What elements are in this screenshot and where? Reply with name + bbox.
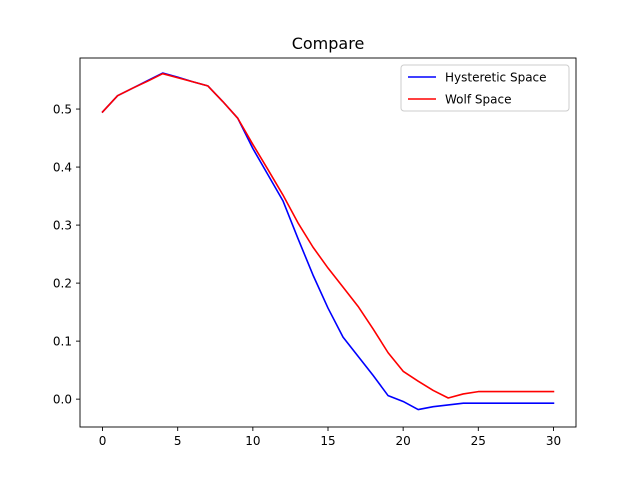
y-tick-label: 0.1	[53, 335, 72, 349]
y-tick-label: 0.5	[53, 103, 72, 117]
series-line-2	[101, 72, 555, 399]
series-layer	[101, 72, 555, 411]
x-axis: 0 5 10 15 20 25 30	[99, 427, 561, 448]
x-tick-label: 25	[471, 434, 486, 448]
legend-label-1: Hysteretic Space	[445, 71, 547, 85]
x-tick-label: 5	[174, 434, 182, 448]
legend: Hysteretic Space Wolf Space	[400, 64, 570, 112]
legend-label-2: Wolf Space	[445, 93, 511, 107]
legend-box	[400, 64, 570, 112]
y-tick-label: 0.4	[53, 161, 72, 175]
x-tick-label: 0	[99, 434, 107, 448]
chart-title: Compare	[292, 34, 365, 53]
y-tick-label: 0.0	[53, 393, 72, 407]
x-tick-label: 20	[396, 434, 411, 448]
plot-area: 0 5 10 15 20 25 30 0.0 0.1 0.2 0.3 0.4 0.5	[53, 57, 577, 448]
x-tick-label: 10	[245, 434, 260, 448]
x-tick-label: 30	[546, 434, 561, 448]
y-tick-label: 0.2	[53, 277, 72, 291]
y-axis: 0.0 0.1 0.2 0.3 0.4 0.5	[53, 103, 80, 407]
x-tick-label: 15	[320, 434, 335, 448]
y-tick-label: 0.3	[53, 219, 72, 233]
